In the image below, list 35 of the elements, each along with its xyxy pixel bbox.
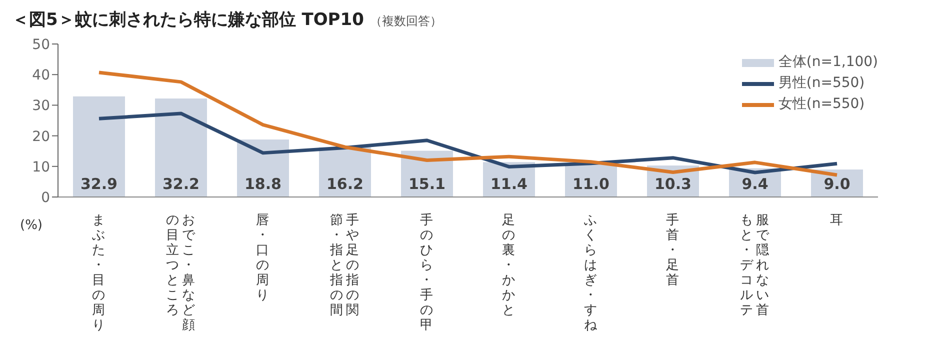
x-tick-label: 手のひら・手の甲 [420, 212, 433, 334]
y-tick-label: 0 [41, 190, 50, 206]
category-label: 手や足の指の関節・指と指の間 [330, 213, 359, 318]
text: 32.9 [80, 175, 118, 193]
text: 9.0 [824, 175, 850, 193]
x-tick-label: まぶた・目の周り [92, 212, 105, 334]
text: 16.2 [326, 175, 364, 193]
y-tick-label: 50 [32, 36, 50, 53]
legend-label: 男性(n=550) [778, 74, 865, 93]
text: 15.1 [408, 175, 446, 193]
text: 11.4 [490, 175, 528, 193]
x-tick-label: 手首・足首 [666, 212, 679, 290]
y-axis-title: (%) [20, 218, 42, 233]
text: 11.0 [572, 175, 610, 193]
chart-subtitle: （複数回答） [370, 14, 442, 28]
line-series [97, 112, 839, 174]
text: 9.4 [742, 175, 768, 193]
legend-label: 女性(n=550) [778, 95, 865, 114]
text: 32.2 [162, 175, 200, 193]
x-tick-label: ふくらはぎ・すね [584, 212, 597, 334]
legend-label: 全体(n=1,100) [778, 53, 878, 72]
category-label: 服で隠れない首もと・デコルテ [740, 213, 769, 318]
y-tick-label: 30 [32, 98, 50, 114]
y-tick-label: 10 [32, 159, 50, 176]
category-label: おでこ・鼻など顔の目立つところ [166, 213, 195, 333]
y-tick-label: 20 [32, 128, 50, 145]
bar [155, 98, 207, 197]
x-tick-label: 唇・口の周り [256, 212, 269, 305]
bar [73, 96, 125, 197]
x-tick-label: 耳 [830, 212, 843, 230]
chart-title: ＜図5＞蚊に刺されたら特に嫌な部位 TOP10 [12, 10, 364, 30]
text: 10.3 [654, 175, 692, 193]
y-tick-label: 40 [32, 68, 50, 84]
text: 18.8 [244, 175, 282, 193]
x-tick-label: 足の裏・かかと [502, 212, 515, 320]
